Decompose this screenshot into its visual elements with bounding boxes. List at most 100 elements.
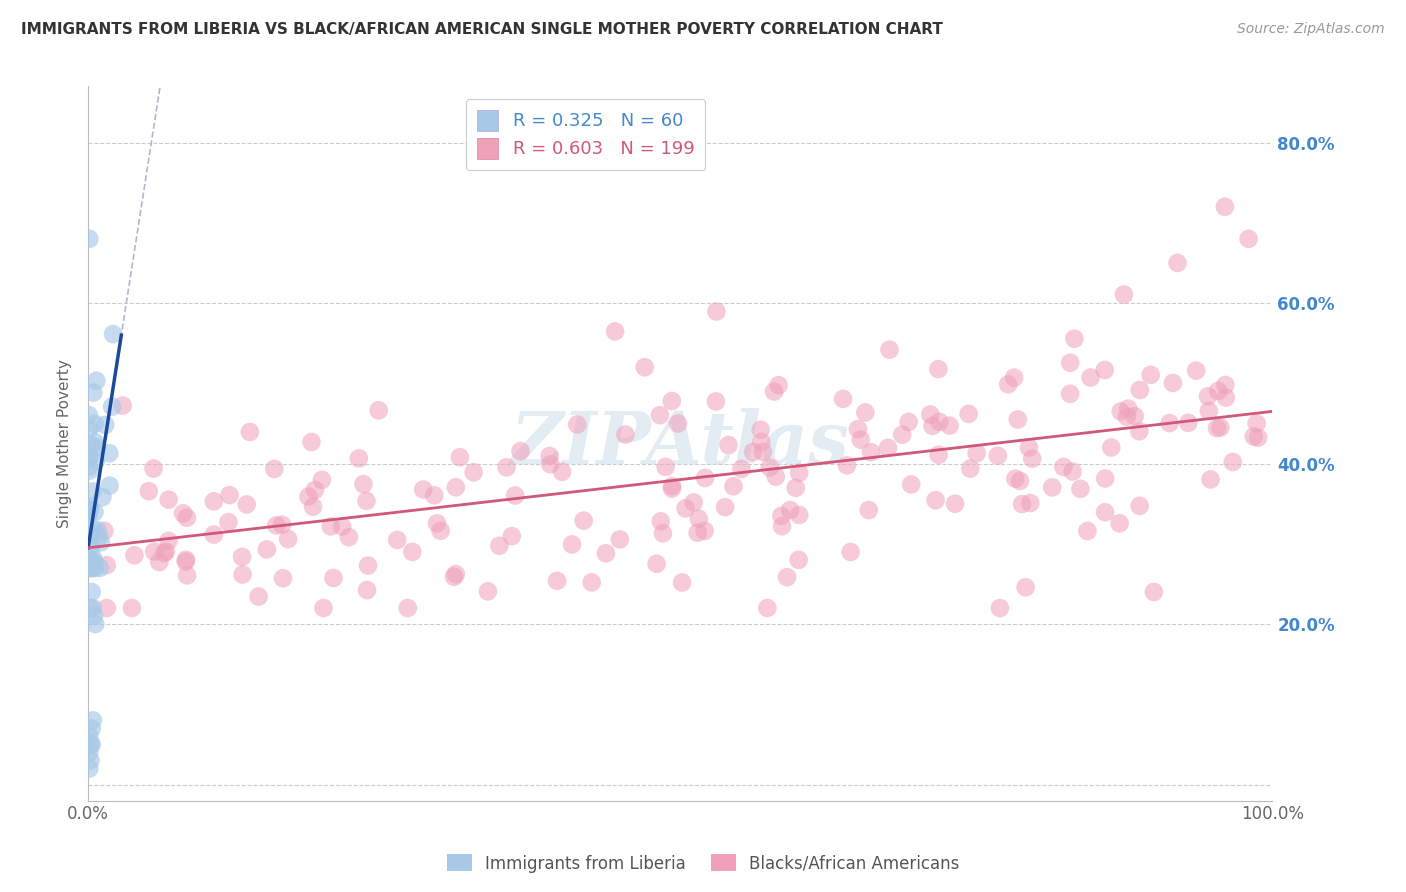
Point (1129, 383, 1152, 397)
Point (776, 570, 799, 584)
Point (661, 482, 683, 496)
Point (1019, 496, 1042, 510)
Point (96, 601, 118, 615)
Point (218, 488, 240, 502)
Point (84, 617, 107, 632)
Point (174, 553, 197, 567)
Point (1185, 364, 1208, 378)
Point (444, 480, 467, 494)
Point (650, 514, 672, 528)
Point (138, 484, 160, 499)
Point (79, 232, 101, 246)
Point (263, 462, 285, 476)
Point (396, 601, 419, 615)
Point (301, 434, 323, 449)
Point (634, 360, 657, 375)
Point (924, 493, 946, 508)
Point (83, 435, 105, 450)
Point (645, 557, 668, 571)
Point (463, 466, 485, 480)
Point (89, 561, 111, 575)
Point (79, 450, 101, 465)
Point (176, 510, 198, 524)
Point (853, 405, 876, 419)
Point (717, 438, 740, 452)
Point (77, 561, 100, 575)
Point (80, 561, 103, 575)
Point (77, 450, 100, 465)
Point (121, 601, 143, 615)
Point (858, 503, 880, 517)
Point (236, 498, 259, 512)
Point (1167, 256, 1189, 270)
Point (1243, 429, 1265, 443)
Point (82, 714, 104, 728)
Point (79, 502, 101, 516)
Point (77, 508, 100, 522)
Point (756, 601, 779, 615)
Point (765, 469, 787, 483)
Point (770, 519, 793, 533)
Point (749, 434, 772, 449)
Point (1177, 416, 1199, 430)
Point (921, 419, 943, 434)
Point (928, 448, 950, 462)
Point (412, 483, 434, 497)
Point (1109, 404, 1132, 418)
Point (93, 524, 115, 538)
Point (79, 552, 101, 566)
Point (1007, 412, 1029, 426)
Point (87, 529, 110, 543)
Point (938, 418, 960, 433)
Point (79, 738, 101, 752)
Point (879, 343, 901, 357)
Point (86, 523, 108, 537)
Point (83, 561, 105, 575)
Point (1116, 401, 1139, 416)
Point (98, 446, 121, 460)
Point (693, 524, 716, 538)
Point (444, 567, 467, 582)
Point (1116, 409, 1139, 424)
Point (96, 558, 118, 573)
Point (1237, 232, 1260, 246)
Text: ZIPAtlas: ZIPAtlas (510, 408, 849, 479)
Point (779, 503, 801, 517)
Point (654, 459, 676, 474)
Point (1199, 472, 1222, 486)
Text: Source: ZipAtlas.com: Source: ZipAtlas.com (1237, 22, 1385, 37)
Point (231, 549, 253, 564)
Point (271, 517, 294, 532)
Point (495, 460, 517, 475)
Point (426, 516, 449, 531)
Point (1063, 332, 1085, 346)
Point (581, 575, 603, 590)
Point (1159, 416, 1181, 430)
Point (77, 408, 100, 422)
Point (79, 561, 101, 575)
Point (90, 535, 112, 549)
Point (82, 550, 104, 565)
Point (997, 377, 1019, 392)
Point (176, 568, 198, 582)
Point (143, 544, 166, 558)
Point (900, 477, 922, 491)
Point (661, 479, 683, 493)
Point (1014, 580, 1036, 594)
Point (966, 446, 988, 460)
Point (1011, 497, 1033, 511)
Point (688, 511, 710, 525)
Point (859, 445, 882, 459)
Point (84, 454, 107, 468)
Point (82, 556, 104, 570)
Point (1143, 585, 1166, 599)
Point (835, 458, 858, 473)
Point (538, 449, 561, 463)
Point (920, 408, 942, 422)
Point (551, 465, 574, 479)
Point (706, 304, 728, 318)
Point (79, 746, 101, 760)
Point (202, 527, 225, 541)
Point (101, 327, 124, 342)
Point (79, 529, 101, 543)
